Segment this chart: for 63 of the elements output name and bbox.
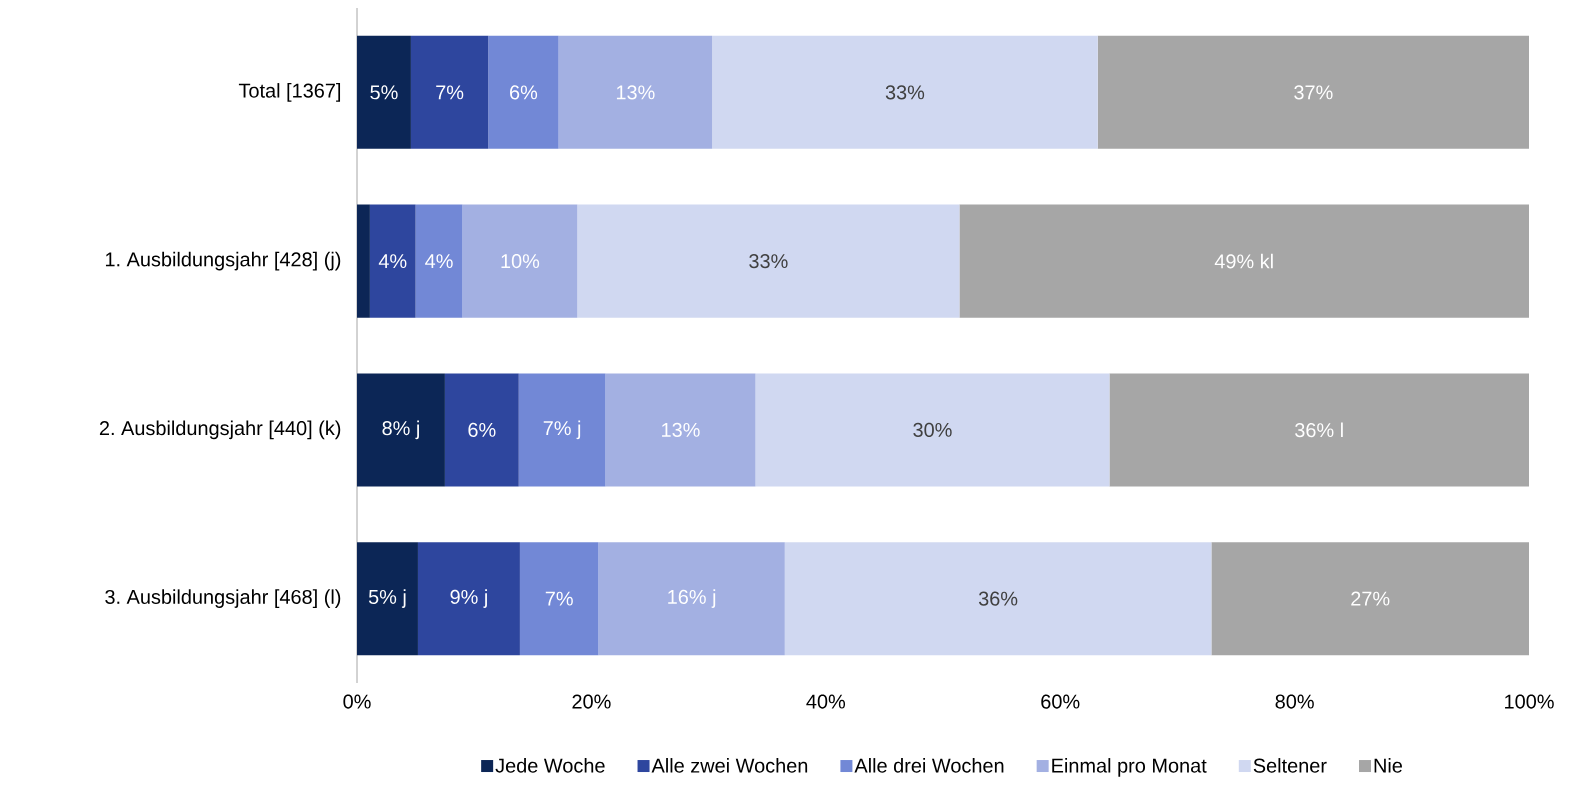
legend-label: Alle drei Wochen [854, 758, 1004, 773]
data-label: 37% [1294, 85, 1333, 100]
data-label: 33% [885, 85, 925, 100]
bar [357, 373, 445, 487]
x-tick-label: 40% [806, 694, 846, 709]
legend-label: Jede Woche [495, 758, 605, 773]
data-label: 7% [436, 85, 464, 100]
bar [357, 542, 418, 656]
y-tick-label: Total [1367] [238, 83, 341, 102]
bar [712, 35, 1098, 149]
x-tick-label: 0% [343, 694, 371, 709]
bar [444, 373, 519, 487]
data-label: 10% [501, 254, 540, 269]
bar [357, 204, 370, 318]
data-label: 13% [662, 422, 700, 437]
bar [1097, 35, 1530, 149]
x-tick-label: 60% [1041, 694, 1080, 709]
y-tick-label: 1. Ausbildungsjahr [428] (j) [105, 251, 341, 271]
bar [357, 35, 411, 149]
bar [959, 204, 1530, 318]
data-label: 8% j [382, 420, 419, 440]
bar [369, 204, 416, 318]
data-label: 16% j [668, 589, 716, 608]
y-tick-label: 3. Ausbildungsjahr [468] (l) [105, 589, 341, 608]
legend-label: Seltener [1253, 758, 1327, 773]
data-label: 4% [378, 254, 407, 269]
bar [577, 204, 960, 318]
legend-label: Alle zwei Wochen [651, 758, 808, 773]
data-label: 49% kl [1214, 253, 1273, 269]
data-label: 30% [913, 422, 952, 437]
data-label: 6% [510, 85, 538, 100]
bar [784, 542, 1212, 656]
legend-label: Einmal pro Monat [1052, 758, 1207, 777]
bar [462, 204, 578, 318]
data-label: 27% [1351, 591, 1390, 606]
data-label: 4% [425, 254, 453, 269]
data-label: 7% [545, 591, 573, 606]
bar [519, 542, 599, 656]
legend-label: Nie [1374, 758, 1402, 773]
bar [410, 35, 489, 149]
bar [488, 35, 559, 149]
bar [1109, 373, 1530, 487]
data-label: 5% [370, 85, 398, 100]
data-label: 7% j [543, 420, 581, 440]
bar [605, 373, 756, 487]
data-label: 5% j [368, 589, 406, 608]
x-tick-label: 20% [572, 694, 611, 709]
y-tick-label: 2. Ausbildungsjahr [440] (k) [99, 420, 341, 440]
bar [598, 542, 785, 656]
data-label: 9% j [450, 589, 487, 608]
bar [755, 373, 1110, 487]
data-label: 13% [616, 85, 655, 100]
data-label: 36% [978, 591, 1018, 606]
bar [417, 542, 520, 656]
data-label: 33% [749, 254, 788, 269]
data-label: 6% [468, 422, 496, 437]
bar [1211, 542, 1530, 656]
bar [518, 373, 606, 487]
data-label: 36% l [1295, 422, 1343, 438]
x-tick-label: 100% [1505, 694, 1554, 709]
bar [415, 204, 463, 318]
x-tick-label: 80% [1275, 694, 1314, 709]
bar [558, 35, 713, 149]
